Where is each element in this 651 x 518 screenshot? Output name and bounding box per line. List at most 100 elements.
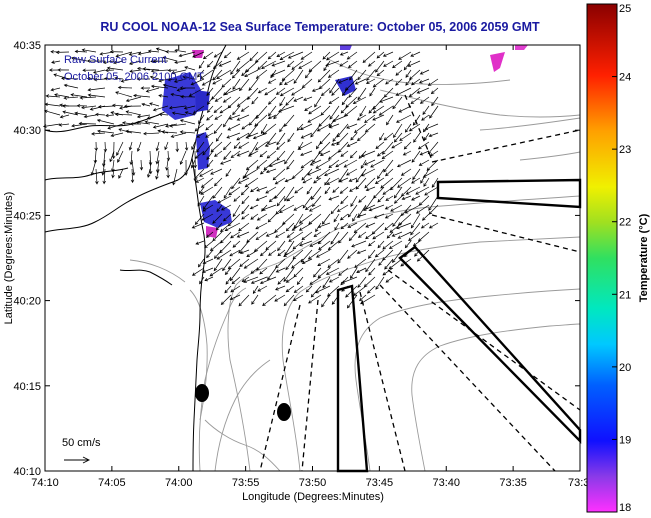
y-tick-label: 40:25 [13, 210, 41, 222]
current-vector-arrow [238, 240, 250, 254]
current-vector-arrow [164, 141, 169, 151]
current-vector-arrow [216, 69, 232, 79]
current-vector-arrow [220, 159, 232, 165]
current-vector-arrow [236, 96, 250, 107]
current-vector-arrow [229, 267, 241, 282]
current-vector-arrow [212, 69, 223, 81]
current-vector-arrow [259, 168, 268, 175]
y-tick-label: 40:15 [13, 381, 41, 393]
current-vector-arrow [78, 121, 97, 126]
current-vector-arrow [220, 222, 232, 233]
current-vector-arrow [310, 123, 322, 138]
current-vector-arrow [329, 105, 340, 120]
current-vector-arrow [300, 159, 313, 169]
current-vector-arrow [86, 59, 96, 63]
current-vector-arrow [118, 168, 124, 179]
current-vector-arrow [368, 240, 376, 247]
current-vector-arrow [375, 60, 385, 73]
current-vector-arrow [413, 132, 421, 143]
current-vector-arrow [298, 60, 313, 69]
current-vector-arrow [410, 213, 421, 229]
current-vector-arrow [114, 112, 133, 117]
current-vector-arrow [198, 186, 205, 195]
current-vector-arrow [307, 168, 322, 176]
current-vector-arrow [302, 177, 313, 184]
current-vector-arrow [195, 177, 205, 183]
x-tick-label: 73:3 [568, 477, 589, 489]
current-vector-arrow [424, 186, 439, 196]
current-vector-arrow [199, 168, 214, 177]
current-vector-arrow [319, 150, 331, 156]
current-vector-arrow [255, 231, 268, 241]
current-vector-arrow [343, 159, 358, 168]
current-vector-arrow [193, 168, 197, 183]
current-vector-arrow [365, 231, 376, 240]
current-vector-arrow [81, 105, 97, 110]
current-vector-arrow [223, 114, 232, 128]
current-vector-arrow [155, 141, 160, 152]
current-vector-arrow [328, 276, 340, 283]
current-vector-arrow [353, 222, 367, 234]
current-vector-arrow [213, 249, 223, 259]
current-vector-arrow [391, 231, 403, 237]
current-vector-arrow [328, 123, 340, 129]
y-axis-label: Latitude (Degrees:Minutes) [3, 192, 15, 325]
current-vector-arrow [232, 105, 241, 116]
current-vector-arrow [279, 78, 286, 86]
current-vector-arrow [101, 159, 106, 176]
current-vector-arrow [422, 168, 439, 178]
current-vector-arrow [70, 93, 88, 98]
current-vector-arrow [283, 294, 295, 307]
current-vector-arrow [358, 150, 367, 159]
current-vector-arrow [268, 195, 277, 203]
x-tick-label: 73:35 [499, 477, 527, 489]
current-vector-arrow [315, 249, 331, 258]
current-vector-arrow [165, 159, 169, 171]
current-vector-arrow [184, 159, 188, 176]
current-vector-arrow [255, 222, 268, 230]
current-vector-arrow [317, 258, 331, 266]
current-vector-arrow [318, 240, 331, 251]
current-vector-arrow [376, 150, 385, 157]
current-vector-arrow [236, 132, 250, 141]
current-vector-arrow [375, 141, 385, 149]
current-vector-arrow [267, 96, 277, 105]
current-vector-arrow [248, 114, 259, 126]
current-vector-arrow [369, 87, 376, 97]
current-vector-arrow [328, 159, 340, 169]
current-vector-arrow [206, 159, 214, 168]
current-vector-arrow [275, 87, 286, 95]
current-vector-arrow [115, 51, 133, 58]
current-vector-arrow [291, 222, 304, 231]
current-vector-arrow [214, 96, 223, 102]
current-vector-arrow [193, 150, 198, 169]
current-vector-arrow [255, 69, 268, 79]
current-vector-arrow [333, 213, 340, 223]
current-vector-arrow [348, 177, 358, 182]
current-vector-arrow [339, 213, 349, 221]
current-vector-arrow [260, 123, 268, 135]
current-vector-arrow [363, 276, 376, 288]
current-vector-arrow [428, 195, 439, 211]
current-vector-arrow [93, 77, 106, 82]
current-vector-arrow [405, 186, 421, 195]
current-vector-arrow [259, 267, 268, 275]
y-axis-ticks: 40:35 40:30 40:25 40:20 40:15 40:10 [13, 40, 580, 478]
current-vector-arrow [321, 294, 331, 308]
current-vector-arrow [212, 231, 223, 242]
current-vector-arrow [415, 186, 430, 195]
current-vector-arrow [393, 195, 403, 204]
current-vector-arrow [148, 150, 153, 166]
current-vector-arrow [339, 51, 349, 56]
current-vector-arrow [403, 60, 412, 71]
current-vector-arrow [267, 132, 277, 145]
current-vector-arrow [378, 105, 394, 116]
current-vector-arrow [71, 123, 88, 128]
current-vector-arrow [307, 249, 322, 260]
current-vector-arrow [365, 78, 376, 84]
bathymetry-contours [129, 59, 581, 472]
current-vector-arrow [337, 249, 349, 264]
current-vector-arrow [356, 267, 367, 273]
current-vector-arrow [200, 177, 214, 188]
